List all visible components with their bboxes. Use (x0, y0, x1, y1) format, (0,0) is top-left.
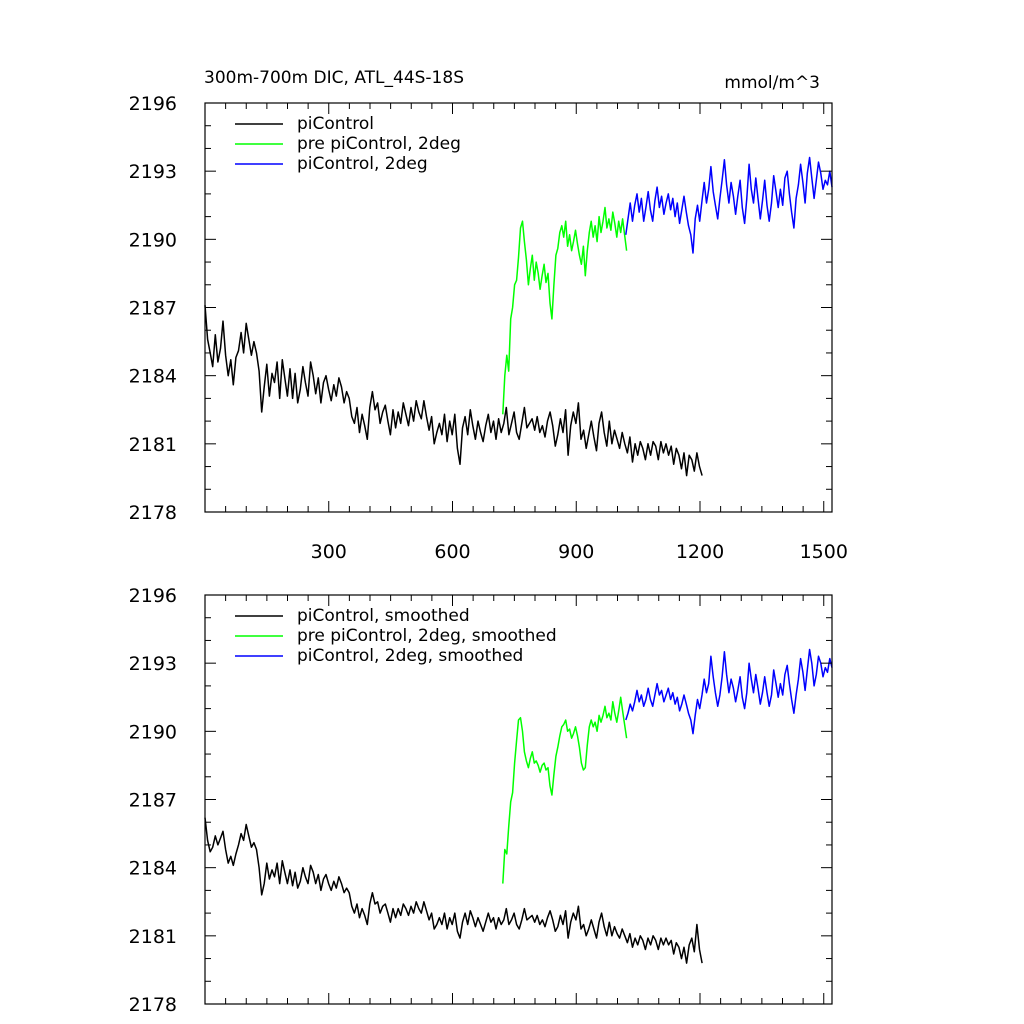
y-tick-label: 2187 (129, 298, 177, 320)
y-tick-label: 2190 (129, 721, 177, 743)
legend-label: pre piControl, 2deg (297, 134, 461, 154)
series-line-1-0 (204, 817, 703, 964)
y-tick-label: 2196 (129, 585, 177, 607)
series-line-1-2 (625, 648, 833, 735)
legend-label: pre piControl, 2deg, smoothed (297, 626, 557, 646)
units-label: mmol/m^3 (724, 73, 820, 93)
y-tick-label: 2193 (129, 653, 177, 675)
series-line-0-2 (625, 156, 833, 254)
y-tick-label: 2184 (129, 858, 177, 880)
y-tick-label: 2196 (129, 93, 177, 115)
legend-label: piControl, smoothed (297, 606, 470, 626)
figure-title: 300m-700m DIC, ATL_44S-18S (204, 68, 464, 88)
x-tick-label: 600 (434, 541, 470, 563)
series-line-1-1 (502, 696, 628, 884)
x-tick-label: 900 (558, 541, 594, 563)
legend-label: piControl, 2deg (297, 154, 428, 174)
top-panel: 2178 2181 2184 2187 2190 2193 2196 300 600 900 120… (129, 93, 848, 563)
y-tick-label: 2184 (129, 366, 177, 388)
y-tick-label: 2181 (129, 434, 177, 456)
y-tick-label: 2190 (129, 229, 177, 251)
y-tick-label: 2178 (129, 502, 177, 524)
series-line-0-1 (502, 206, 628, 415)
bottom-panel: 2178 2181 2184 2187 2190 2193 2196 piControl, s… (129, 585, 833, 1016)
legend-label: piControl (297, 114, 374, 134)
y-tick-label: 2181 (129, 926, 177, 948)
x-tick-label: 300 (311, 541, 347, 563)
y-tick-label: 2178 (129, 994, 177, 1016)
series-line-0-0 (204, 305, 703, 477)
x-tick-label: 1200 (676, 541, 724, 563)
legend-label: piControl, 2deg, smoothed (297, 646, 523, 666)
y-tick-label: 2193 (129, 161, 177, 183)
x-tick-label: 1500 (800, 541, 848, 563)
y-tick-label: 2187 (129, 790, 177, 812)
